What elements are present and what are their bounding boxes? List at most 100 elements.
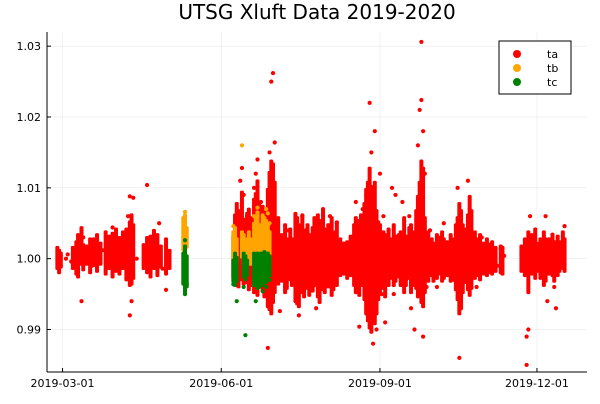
data-point — [129, 228, 134, 233]
data-point — [58, 253, 63, 258]
data-point — [369, 150, 374, 155]
data-point — [502, 253, 507, 258]
data-cluster — [526, 230, 531, 295]
legend-label-tb: tb — [547, 62, 558, 75]
data-cluster — [403, 234, 408, 287]
data-cluster — [326, 223, 331, 289]
chart-title: UTSG Xluft Data 2019-2020 — [178, 0, 455, 24]
data-point — [251, 185, 257, 190]
y-tick-label: 1.01 — [17, 182, 42, 195]
data-cluster — [478, 233, 483, 282]
data-cluster — [107, 234, 112, 270]
data-point — [303, 228, 308, 233]
data-cluster — [248, 237, 253, 266]
data-point — [274, 280, 279, 285]
data-point — [424, 284, 429, 290]
data-point — [465, 178, 471, 183]
data-point — [455, 185, 460, 190]
data-point — [431, 242, 436, 247]
data-point — [393, 192, 398, 198]
data-point — [134, 256, 139, 261]
data-cluster — [522, 237, 527, 278]
data-point — [182, 214, 188, 219]
y-tick-label: 1.00 — [17, 253, 42, 266]
data-point — [536, 259, 541, 264]
data-point — [445, 256, 450, 261]
data-point — [408, 306, 414, 311]
data-point — [559, 259, 564, 264]
data-cluster — [145, 236, 150, 275]
data-cluster — [500, 245, 505, 276]
data-cluster — [533, 227, 538, 280]
data-point — [357, 324, 362, 329]
data-point — [474, 284, 479, 290]
legend-box — [498, 40, 572, 95]
data-point — [79, 299, 84, 304]
data-point — [360, 206, 365, 212]
data-point — [367, 100, 372, 105]
data-cluster — [322, 227, 327, 295]
data-cluster — [114, 227, 119, 273]
data-point — [419, 97, 424, 103]
data-point — [253, 299, 258, 304]
data-cluster — [519, 244, 524, 273]
data-cluster — [267, 254, 272, 278]
data-cluster — [345, 240, 350, 280]
data-cluster — [543, 237, 548, 283]
data-point — [458, 306, 464, 311]
data-point — [550, 232, 555, 237]
data-cluster — [296, 223, 301, 309]
x-tick-label: 2019-03-01 — [31, 377, 95, 390]
data-point — [286, 228, 291, 233]
data-point — [69, 259, 74, 264]
data-cluster — [353, 216, 358, 295]
data-point — [241, 284, 246, 290]
data-point — [184, 282, 189, 287]
data-cluster — [164, 237, 169, 276]
data-point — [144, 182, 150, 188]
data-point — [374, 327, 379, 332]
data-point — [272, 140, 277, 145]
series-tc — [181, 238, 272, 338]
data-point — [417, 107, 422, 113]
data-cluster — [141, 243, 146, 270]
data-point — [334, 221, 339, 226]
data-point — [127, 194, 132, 199]
data-point — [264, 206, 269, 212]
data-cluster — [81, 243, 86, 272]
data-point — [372, 129, 377, 134]
plot-area — [55, 39, 567, 368]
data-cluster — [88, 237, 93, 275]
data-point — [421, 334, 426, 339]
data-point — [488, 242, 493, 247]
data-cluster — [450, 237, 455, 280]
data-point — [255, 205, 260, 210]
data-point — [320, 206, 326, 212]
data-point — [245, 214, 250, 219]
data-point — [231, 223, 236, 229]
data-point — [467, 206, 472, 212]
data-point — [289, 249, 295, 254]
data-point — [553, 306, 559, 311]
data-cluster — [155, 233, 160, 278]
data-point — [307, 242, 312, 247]
data-point — [555, 239, 560, 244]
data-cluster — [124, 227, 129, 282]
data-cluster — [436, 237, 441, 276]
data-cluster — [431, 241, 436, 283]
data-point — [471, 235, 476, 240]
data-point — [498, 246, 503, 251]
data-cluster — [426, 230, 431, 283]
data-point — [182, 209, 188, 215]
data-point — [282, 284, 288, 290]
data-point — [396, 235, 402, 240]
data-point — [457, 355, 462, 360]
series-ta — [55, 39, 567, 368]
data-point — [239, 165, 245, 171]
data-point — [110, 225, 115, 230]
data-point — [483, 249, 488, 254]
data-point — [277, 308, 283, 314]
data-point — [234, 299, 239, 304]
data-cluster — [279, 233, 284, 283]
data-point — [552, 284, 557, 290]
